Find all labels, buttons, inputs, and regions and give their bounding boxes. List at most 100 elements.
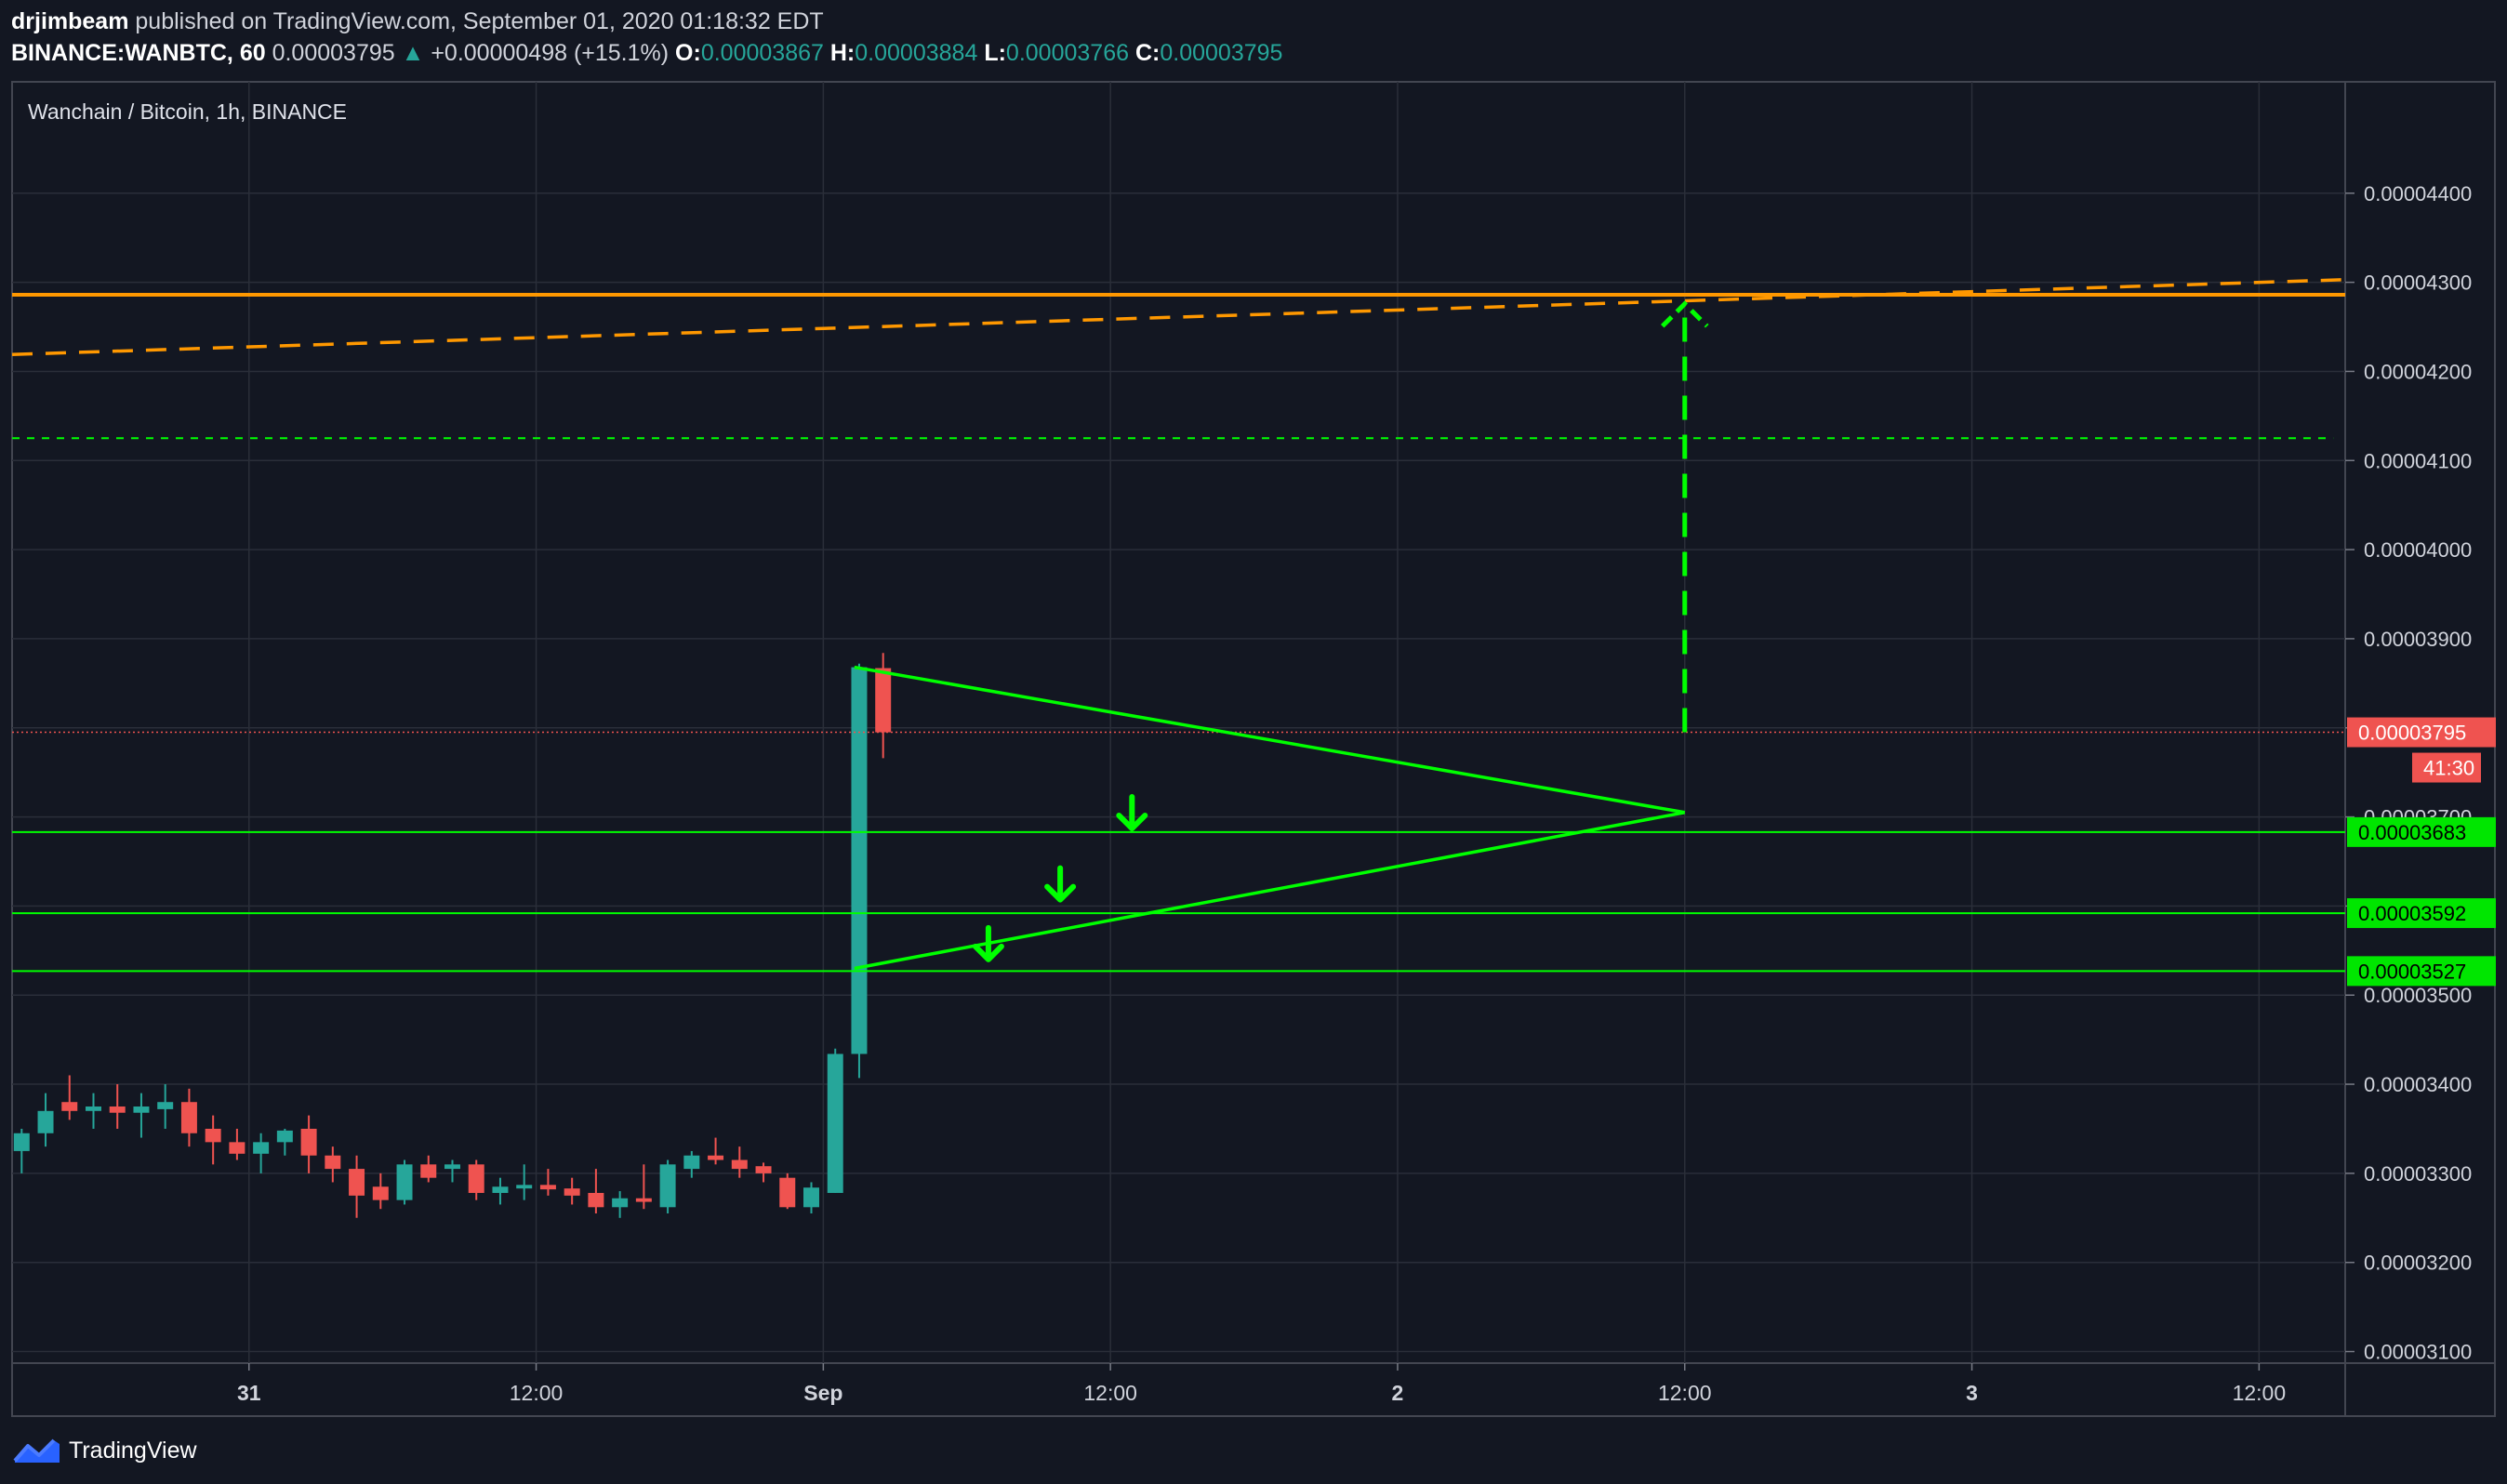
symbol-label[interactable]: BINANCE:WANBTC, 60 — [11, 40, 266, 66]
candle — [635, 1164, 652, 1210]
candle — [468, 1159, 484, 1200]
time-axis[interactable]: 31 12:00 Sep 12:00 2 12:00 3 12:00 — [237, 1363, 2286, 1405]
candle — [539, 1169, 556, 1196]
candle-body — [180, 1102, 197, 1133]
candle — [86, 1093, 101, 1129]
y-tick-label: 0.00003300 — [2364, 1162, 2472, 1186]
candle — [372, 1173, 389, 1210]
candle-body — [492, 1186, 509, 1193]
x-tick-label: 3 — [1966, 1381, 1978, 1405]
support-price-label-text: 0.00003592 — [2358, 902, 2466, 925]
y-tick-label: 0.00004400 — [2364, 182, 2472, 205]
high-label: H: — [829, 40, 856, 66]
support-price-label: 0.00003592 — [2347, 898, 2496, 929]
candle-body — [803, 1187, 819, 1208]
candle-body — [731, 1159, 748, 1170]
candle — [180, 1088, 197, 1147]
x-tick-label: 12:00 — [1658, 1381, 1712, 1405]
support-price-label-bg — [2347, 898, 2496, 929]
candle — [109, 1084, 126, 1129]
candle-body — [229, 1142, 245, 1154]
x-tick-label: 12:00 — [2233, 1381, 2287, 1405]
x-tick-label: 12:00 — [1083, 1381, 1137, 1405]
y-tick-label: 0.00004300 — [2364, 272, 2472, 295]
candles — [13, 653, 892, 1218]
candle-body — [755, 1166, 772, 1173]
candle-body — [37, 1110, 54, 1133]
candle — [61, 1075, 78, 1120]
y-tick-label: 0.00003500 — [2364, 984, 2472, 1007]
candle-body — [349, 1169, 365, 1196]
candle-body — [276, 1130, 293, 1143]
candle — [516, 1164, 533, 1200]
candle-body — [372, 1186, 389, 1200]
candle — [253, 1133, 270, 1173]
support-price-label-text: 0.00003527 — [2358, 960, 2466, 983]
close-value: 0.00003795 — [1160, 40, 1283, 66]
high-value: 0.00003884 — [855, 40, 978, 66]
countdown-bg — [2412, 752, 2481, 783]
candle-body — [396, 1164, 413, 1200]
candle — [755, 1162, 772, 1183]
candle — [875, 653, 892, 759]
candle-body — [300, 1128, 317, 1156]
triangle-lower-line — [854, 811, 1686, 971]
candle — [564, 1177, 580, 1205]
y-tick-label: 0.00003900 — [2364, 628, 2472, 651]
up-triangle-icon: ▲ — [401, 40, 425, 66]
y-tick-label: 0.00004000 — [2364, 538, 2472, 562]
candle — [659, 1159, 676, 1214]
candle — [276, 1128, 293, 1156]
candle-body — [133, 1106, 150, 1113]
down-arrow-icon — [1044, 865, 1077, 903]
countdown-label: 41:30 — [2412, 752, 2481, 783]
close-label: C: — [1134, 40, 1161, 66]
tradingview-logo-icon[interactable] — [13, 1437, 61, 1464]
candle-body — [253, 1142, 270, 1154]
candle — [349, 1155, 365, 1218]
author-name[interactable]: drjimbeam — [11, 8, 129, 34]
down-arrow-icon — [1116, 793, 1148, 831]
price-axis[interactable]: 0.00004400 0.00004300 0.00004200 0.00004100… — [2345, 182, 2472, 1364]
drawings — [11, 277, 2346, 973]
publish-info: published on TradingView.com, September … — [128, 8, 824, 34]
candle-body — [659, 1164, 676, 1208]
countdown-text: 41:30 — [2423, 757, 2474, 780]
candle-body — [444, 1164, 460, 1170]
candle — [133, 1093, 150, 1138]
candle — [205, 1115, 221, 1165]
candle — [37, 1093, 54, 1147]
tradingview-brand[interactable]: TradingView — [69, 1437, 197, 1464]
candle-body — [635, 1198, 652, 1202]
down-arrow-icon — [972, 924, 1004, 962]
support-price-label-text: 0.00003683 — [2358, 821, 2466, 844]
candle-body — [325, 1155, 341, 1170]
candle-body — [420, 1164, 437, 1178]
support-price-label: 0.00003527 — [2347, 956, 2496, 987]
candle — [396, 1159, 413, 1205]
candle-body — [612, 1198, 629, 1208]
candle-body — [86, 1106, 101, 1111]
open-label: O: — [675, 40, 701, 66]
candle — [683, 1150, 700, 1178]
candle-body — [109, 1106, 126, 1113]
candle — [325, 1146, 341, 1183]
candle-body — [468, 1164, 484, 1193]
candle — [851, 663, 868, 1079]
x-tick-label: 12:00 — [510, 1381, 564, 1405]
candle — [492, 1177, 509, 1205]
candle — [588, 1169, 604, 1214]
candle — [827, 1048, 843, 1193]
x-tick-label: 31 — [237, 1381, 261, 1405]
down-arrow-head — [972, 943, 1004, 962]
last-price: 0.00003795 — [272, 40, 395, 66]
candle — [731, 1146, 748, 1178]
candle-body — [827, 1053, 843, 1193]
down-arrow-head — [1044, 883, 1077, 903]
candle — [13, 1128, 30, 1173]
support-price-label-bg — [2347, 816, 2496, 847]
candle — [779, 1173, 796, 1210]
x-tick-label: 2 — [1392, 1381, 1404, 1405]
support-price-label-bg — [2347, 956, 2496, 987]
